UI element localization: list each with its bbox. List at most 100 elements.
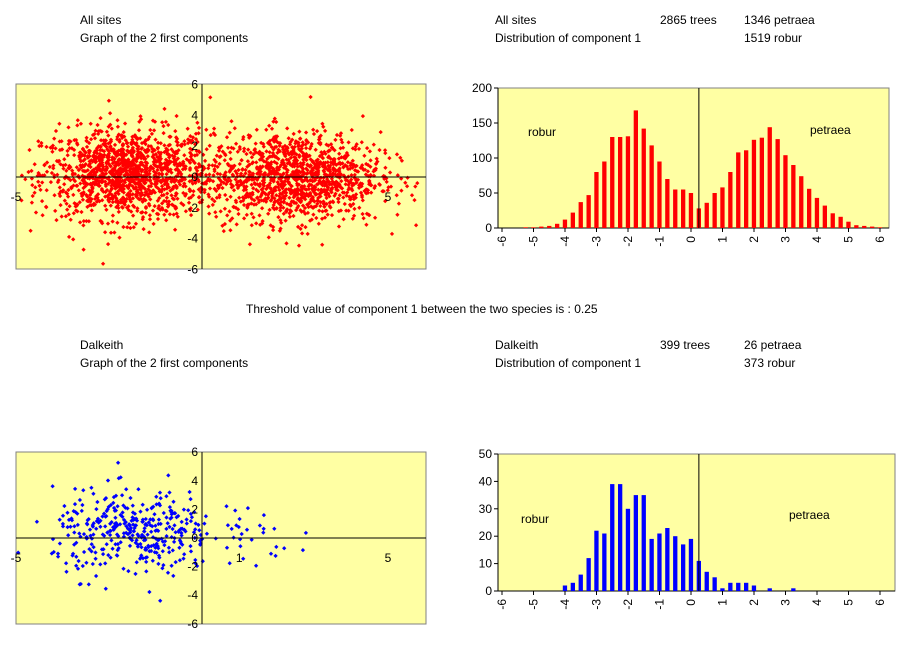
bar-y-tick-label: 50 [479,447,493,461]
scatter-point [128,188,133,194]
scatter-point [160,120,165,125]
bar [602,161,607,228]
scatter-point [77,200,82,205]
bar [594,530,599,591]
bar [641,128,646,228]
scatter-point [56,158,62,164]
bar [854,225,859,228]
panel1-robur-count: 1519 robur [744,31,803,45]
scatter-point [95,192,101,197]
bar [657,533,662,591]
scatter-point [146,201,152,207]
scatter-point [214,153,219,158]
scatter-y-tick-label: -2 [187,560,198,574]
scatter-point [28,228,33,233]
scatter-point [87,161,93,166]
scatter-point [57,191,62,196]
scatter-point [185,137,191,142]
scatter-point [59,214,64,219]
bar [736,582,741,591]
bar-y-tick-label: 10 [479,557,493,571]
bar-x-tick-label: -5 [527,236,541,247]
bar [704,202,709,228]
panel1-dist-title: Distribution of component 1 [495,31,642,45]
scatter-point [57,147,63,153]
scatter-point [130,203,136,208]
threshold-text: Threshold value of component 1 between t… [246,302,598,316]
bar-x-tick-label: 5 [842,599,856,606]
scatter-point [89,196,94,202]
scatter-point [71,147,77,153]
scatter-point [84,135,89,140]
scatter-point [227,209,232,214]
scatter-point [90,132,96,138]
scatter-point [112,230,117,235]
bar [822,205,827,228]
scatter-point [173,161,179,166]
scatter-point [167,212,173,217]
scatter-point [175,143,180,148]
scatter-point [165,191,170,196]
scatter-y-tick-label: -4 [187,232,198,246]
scatter-point [63,214,69,219]
scatter-point [149,131,155,137]
scatter-point [76,188,81,193]
scatter-point [91,201,97,206]
bar-x-tick-label: 2 [747,236,761,243]
scatter-point [32,190,37,195]
robur-label: robur [528,125,556,139]
scatter-point [155,198,160,203]
scatter-point [138,117,144,122]
scatter-point [88,137,94,142]
bar [539,226,544,228]
scatter-y-tick-label: 4 [191,108,198,122]
scatter-point [143,210,148,215]
scatter-point [188,212,194,218]
scatter-y-tick-label: 2 [191,139,198,153]
bar-x-tick-label: 1 [716,599,730,606]
bar [618,484,623,591]
scatter-point [106,98,112,103]
scatter-point [44,188,49,193]
scatter-point [65,194,71,199]
scatter-point [159,161,164,167]
scatter-point [121,190,126,195]
scatter-point [170,196,175,201]
scatter-point [143,156,148,161]
bar [877,227,883,228]
scatter-point [81,185,86,191]
scatter-point [223,192,228,198]
bar [736,152,741,228]
scatter-point [168,134,173,139]
scatter-point [117,139,122,144]
scatter-y-tick-label: -4 [187,588,198,602]
scatter-point [57,139,62,144]
scatter-point [29,168,34,174]
bar-x-tick-label: -2 [621,599,635,610]
bar-x-tick-label: -3 [590,599,604,610]
bar [862,225,867,228]
scatter-point [146,194,151,199]
bar [728,172,733,228]
scatter-point [57,121,62,126]
scatter-point [98,218,103,224]
scatter-point [139,145,145,151]
scatter-point [32,162,37,167]
scatter-point [129,142,134,147]
scatter-point [196,125,202,131]
scatter-point [81,181,87,186]
scatter-point [193,136,199,142]
bar [665,528,670,591]
scatter-point [119,170,124,175]
bar-x-tick-label: -6 [495,236,509,247]
bar-y-tick-label: 0 [485,221,492,235]
bar [846,221,851,228]
scatter-point [39,140,44,146]
scatter-point [173,158,178,163]
scatter-point [142,170,148,175]
scatter-point [171,212,176,217]
bar-plot-area-1 [497,87,890,229]
scatter-point [130,137,135,142]
scatter-x-tick-label: -5 [11,190,22,204]
scatter-point [155,140,161,145]
